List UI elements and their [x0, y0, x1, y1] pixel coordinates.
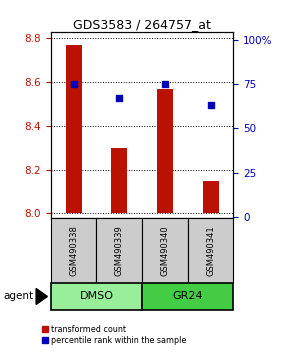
Text: DMSO: DMSO: [79, 291, 113, 302]
Bar: [51, 283, 142, 310]
Text: GSM490340: GSM490340: [160, 225, 169, 276]
Text: GSM490338: GSM490338: [69, 225, 78, 276]
Bar: [142, 218, 188, 283]
Bar: [66, 45, 81, 213]
Legend: transformed count, percentile rank within the sample: transformed count, percentile rank withi…: [39, 321, 189, 348]
Point: [71, 81, 76, 87]
Point: [208, 103, 213, 108]
Bar: [188, 218, 233, 283]
Polygon shape: [36, 289, 48, 304]
Bar: [111, 148, 127, 213]
Bar: [142, 283, 233, 310]
Point: [117, 96, 122, 101]
Title: GDS3583 / 264757_at: GDS3583 / 264757_at: [73, 18, 211, 31]
Bar: [157, 89, 173, 213]
Text: GR24: GR24: [173, 291, 203, 302]
Bar: [96, 218, 142, 283]
Text: GSM490341: GSM490341: [206, 225, 215, 276]
Bar: [51, 218, 96, 283]
Text: GSM490339: GSM490339: [115, 225, 124, 276]
Text: agent: agent: [3, 291, 33, 302]
Point: [163, 81, 167, 87]
Bar: [203, 181, 219, 213]
